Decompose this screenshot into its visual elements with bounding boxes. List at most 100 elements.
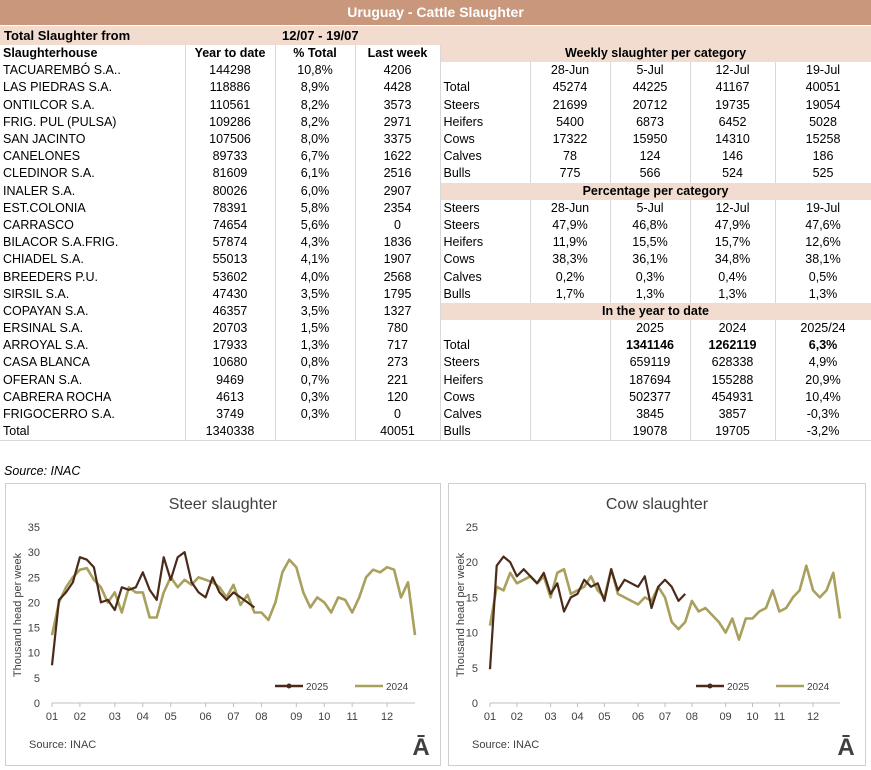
table-row: SIRSIL S.A. 47430 3,5% 1795 Bulls 1,7% 1,3% 1,3… [0,285,871,303]
table-cell: -0,3% [775,405,871,424]
table-cell: SAN JACINTO [0,130,186,149]
table-row: LAS PIEDRAS S.A. 118886 8,9% 4428 Total 45274… [0,79,871,97]
x-tick-label: 08 [686,711,698,723]
table-cell: 107506 [185,130,276,149]
x-tick-label: 12 [807,711,819,723]
table-cell: 273 [355,354,441,372]
table-cell: 6873 [610,113,691,131]
table-cell: Steers [440,96,531,114]
table-cell: 19078 [610,423,691,442]
table-cell: Cows [440,388,531,406]
y-tick-label: 20 [466,557,478,569]
y-tick-label: 10 [28,648,40,660]
table-cell: 2354 [355,199,441,217]
table-cell: Total [440,337,531,355]
x-tick-label: 09 [719,711,731,723]
table-cell: 0,3% [275,388,356,406]
table-cell: 524 [690,165,776,183]
table-cell: 46357 [185,302,276,320]
table-cell: Bulls [440,165,531,183]
table-row: INALER S.A. 80026 6,0% 2907 Percentage per c… [0,182,871,200]
table-cell: 4613 [185,388,276,406]
table-row: CASA BLANCA 10680 0,8% 273 Steers 659119 62833… [0,354,871,372]
table-cell: Heifers [440,113,531,131]
table-cell: Weekly slaughter per category [440,45,871,63]
table-cell: 1,3% [690,285,776,303]
table-cell: 81609 [185,165,276,183]
table-cell: 34,8% [690,251,776,269]
table-cell: EST.COLONIA [0,199,186,217]
y-tick-label: 0 [34,698,40,710]
table-row: ARROYAL S.A. 17933 1,3% 717 Total 1341146 1262… [0,337,871,355]
table-cell: 0,3% [610,268,691,286]
page-title: Uruguay - Cattle Slaughter [0,0,871,25]
table-cell: 17933 [185,337,276,355]
legend-label: 2024 [807,682,830,693]
legend-label: 2025 [727,682,750,693]
table-cell: BREEDERS P.U. [0,268,186,286]
table-cell: 186 [775,148,871,166]
table-cell: 775 [530,165,611,183]
table-cell: 44225 [610,79,691,97]
table-cell: 2025/24 [775,320,871,338]
table-cell: 41167 [690,79,776,97]
y-tick-label: 25 [28,572,40,584]
table-cell: 20712 [610,96,691,114]
table-cell: 2907 [355,182,441,200]
table-row: COPAYAN S.A. 46357 3,5% 1327 In the year to … [0,302,871,320]
table-cell: 38,3% [530,251,611,269]
y-tick-label: 5 [472,663,478,675]
table-cell: Cows [440,251,531,269]
y-tick-label: 15 [28,623,40,635]
table-cell: 1,5% [275,320,356,338]
empty-cell [530,354,611,372]
period-label: Total Slaughter from [4,28,131,43]
table-cell: Year to date [185,45,276,63]
table-cell: 8,2% [275,113,356,131]
y-tick-label: 0 [472,698,478,710]
table-cell: 4428 [355,79,441,97]
table-cell: Slaughterhouse [0,45,186,63]
table-cell: 78391 [185,199,276,217]
chart-title: Cow slaughter [606,496,709,513]
table-cell: 780 [355,320,441,338]
table-cell: 109286 [185,113,276,131]
table-cell: 19705 [690,423,776,442]
table-cell: 5,8% [275,199,356,217]
empty-cell [440,320,531,338]
table-cell: CASA BLANCA [0,354,186,372]
table-cell: 3,5% [275,285,356,303]
y-tick-label: 30 [28,547,40,559]
table-cell: 5-Jul [610,199,691,217]
chart-frame [448,483,866,766]
table-cell: CHIADEL S.A. [0,251,186,269]
table-cell: 17322 [530,130,611,149]
x-tick-label: 04 [137,711,149,723]
table-cell: INALER S.A. [0,182,186,200]
table-cell: LAS PIEDRAS S.A. [0,79,186,97]
table-cell: 120 [355,388,441,406]
x-tick-label: 07 [227,711,239,723]
x-tick-label: 09 [290,711,302,723]
x-tick-label: 12 [381,711,393,723]
table-cell: 12,6% [775,234,871,252]
table-cell: 53602 [185,268,276,286]
table-row: FRIGOCERRO S.A. 3749 0,3% 0 Calves 3845 3857 -0… [0,405,871,424]
table-cell: 5028 [775,113,871,131]
table-cell: CARRASCO [0,216,186,235]
x-tick-label: 01 [484,711,496,723]
chart-source: Source: INAC [472,739,539,751]
table-cell: 1622 [355,148,441,166]
x-tick-label: 06 [632,711,644,723]
y-tick-label: 20 [28,597,40,609]
table-cell: 717 [355,337,441,355]
table-cell: 0,8% [275,354,356,372]
table-cell: 3,5% [275,302,356,320]
table-row: TACUAREMBÓ S.A.. 144298 10,8% 4206 28-Jun 5-J… [0,62,871,80]
table-cell: Heifers [440,371,531,389]
y-tick-label: 5 [34,673,40,685]
table-cell: 1340338 [185,423,276,442]
table-cell: 8,2% [275,96,356,114]
x-tick-label: 10 [746,711,758,723]
